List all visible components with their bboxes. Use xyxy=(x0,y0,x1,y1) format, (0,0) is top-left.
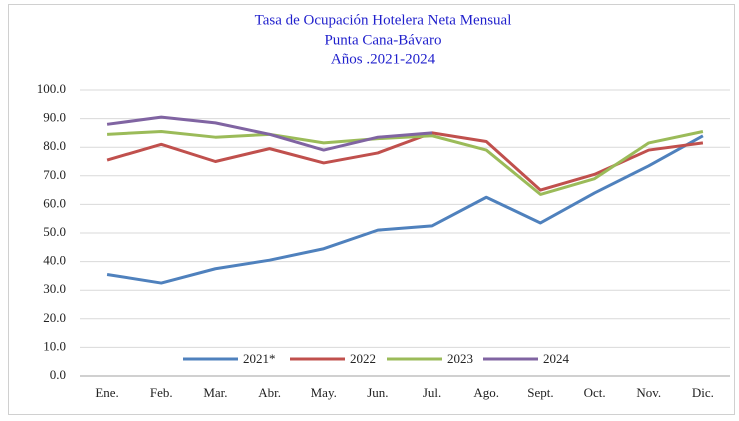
y-tick-label: 0.0 xyxy=(50,367,66,382)
y-tick-label: 10.0 xyxy=(43,338,66,353)
x-tick-label: May. xyxy=(311,385,337,400)
y-tick-label: 100.0 xyxy=(37,81,66,96)
chart-subtitle: Punta Cana-Bávaro xyxy=(324,32,441,48)
x-tick-label: Oct. xyxy=(584,385,606,400)
x-tick-label: Feb. xyxy=(150,385,173,400)
y-tick-label: 80.0 xyxy=(43,138,66,153)
x-tick-label: Ene. xyxy=(95,385,118,400)
legend-label: 2023 xyxy=(447,351,473,366)
y-tick-label: 70.0 xyxy=(43,167,66,182)
series-line xyxy=(106,134,704,285)
legend-label: 2024 xyxy=(543,351,570,366)
y-tick-label: 20.0 xyxy=(43,310,66,325)
x-tick-label: Jul. xyxy=(423,385,441,400)
legend-label: 2021* xyxy=(243,351,276,366)
chart-title: Tasa de Ocupación Hotelera Neta Mensual xyxy=(255,12,512,28)
legend-label: 2022 xyxy=(350,351,376,366)
x-tick-label: Jun. xyxy=(367,385,388,400)
y-tick-label: 90.0 xyxy=(43,110,66,125)
chart-border xyxy=(8,4,735,415)
y-tick-label: 30.0 xyxy=(43,281,66,296)
x-tick-label: Ago. xyxy=(473,385,499,400)
y-tick-label: 60.0 xyxy=(43,195,66,210)
y-tick-label: 50.0 xyxy=(43,224,66,239)
x-tick-label: Sept. xyxy=(527,385,553,400)
x-tick-label: Mar. xyxy=(203,385,227,400)
series-line xyxy=(106,115,433,152)
x-tick-label: Abr. xyxy=(258,385,281,400)
series-line xyxy=(106,131,704,192)
x-tick-label: Nov. xyxy=(636,385,661,400)
y-tick-label: 40.0 xyxy=(43,253,66,268)
x-tick-label: Dic. xyxy=(692,385,714,400)
chart-subtitle: Años .2021-2024 xyxy=(331,51,436,67)
series-line xyxy=(107,129,704,196)
